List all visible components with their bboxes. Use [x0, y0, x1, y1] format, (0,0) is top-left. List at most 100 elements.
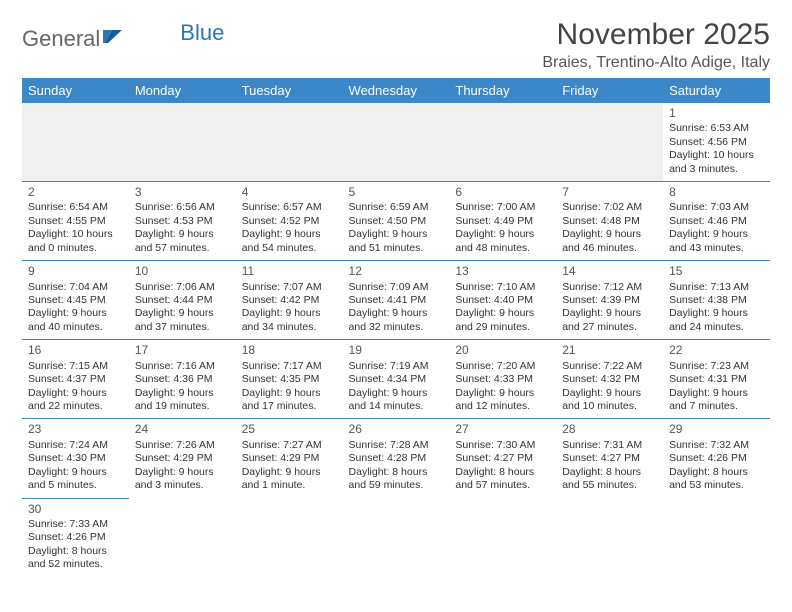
- day-number: 8: [669, 185, 764, 200]
- sunrise-line: Sunrise: 7:06 AM: [135, 281, 230, 294]
- sunset-line: Sunset: 4:41 PM: [349, 294, 444, 307]
- daylight-line-2: and 40 minutes.: [28, 321, 123, 334]
- day-number: 23: [28, 422, 123, 437]
- daylight-line-2: and 27 minutes.: [562, 321, 657, 334]
- daylight-line-2: and 12 minutes.: [455, 400, 550, 413]
- calendar-cell: 8Sunrise: 7:03 AMSunset: 4:46 PMDaylight…: [663, 182, 770, 261]
- title-block: November 2025 Braies, Trentino-Alto Adig…: [542, 18, 770, 72]
- logo-text-general: General: [22, 26, 100, 52]
- sunset-line: Sunset: 4:30 PM: [28, 452, 123, 465]
- day-header: Tuesday: [236, 78, 343, 103]
- day-number: 13: [455, 264, 550, 279]
- sunset-line: Sunset: 4:33 PM: [455, 373, 550, 386]
- day-number: 16: [28, 343, 123, 358]
- day-number: 18: [242, 343, 337, 358]
- calendar-cell: 19Sunrise: 7:19 AMSunset: 4:34 PMDayligh…: [343, 340, 450, 419]
- daylight-line-2: and 17 minutes.: [242, 400, 337, 413]
- sunset-line: Sunset: 4:44 PM: [135, 294, 230, 307]
- daylight-line-2: and 22 minutes.: [28, 400, 123, 413]
- daylight-line-2: and 29 minutes.: [455, 321, 550, 334]
- sunrise-line: Sunrise: 7:03 AM: [669, 201, 764, 214]
- sunset-line: Sunset: 4:45 PM: [28, 294, 123, 307]
- day-number: 3: [135, 185, 230, 200]
- sunrise-line: Sunrise: 7:10 AM: [455, 281, 550, 294]
- day-number: 5: [349, 185, 444, 200]
- calendar-cell: 1Sunrise: 6:53 AMSunset: 4:56 PMDaylight…: [663, 103, 770, 182]
- daylight-line-2: and 37 minutes.: [135, 321, 230, 334]
- day-number: 25: [242, 422, 337, 437]
- daylight-line-1: Daylight: 9 hours: [669, 228, 764, 241]
- day-number: 9: [28, 264, 123, 279]
- sunset-line: Sunset: 4:26 PM: [669, 452, 764, 465]
- sunrise-line: Sunrise: 6:54 AM: [28, 201, 123, 214]
- daylight-line-1: Daylight: 9 hours: [135, 307, 230, 320]
- day-header: Monday: [129, 78, 236, 103]
- calendar-cell: 30Sunrise: 7:33 AMSunset: 4:26 PMDayligh…: [22, 498, 129, 577]
- sunrise-line: Sunrise: 7:23 AM: [669, 360, 764, 373]
- sunset-line: Sunset: 4:40 PM: [455, 294, 550, 307]
- day-number: 20: [455, 343, 550, 358]
- day-number: 15: [669, 264, 764, 279]
- daylight-line-1: Daylight: 10 hours: [28, 228, 123, 241]
- calendar-cell: 21Sunrise: 7:22 AMSunset: 4:32 PMDayligh…: [556, 340, 663, 419]
- calendar-cell: 11 Sunrise: 7:07 AMSunset: 4:42 PMDayligh…: [236, 261, 343, 340]
- sunrise-line: Sunrise: 7:09 AM: [349, 281, 444, 294]
- daylight-line-2: and 32 minutes.: [349, 321, 444, 334]
- day-number: 21: [562, 343, 657, 358]
- calendar-cell: [236, 103, 343, 182]
- daylight-line-1: Daylight: 9 hours: [349, 228, 444, 241]
- daylight-line-1: Daylight: 9 hours: [349, 307, 444, 320]
- sunrise-line: Sunrise: 7:30 AM: [455, 439, 550, 452]
- sunrise-line: Sunrise: 7:27 AM: [242, 439, 337, 452]
- sunrise-line: Sunrise: 6:57 AM: [242, 201, 337, 214]
- day-number: 30: [28, 502, 123, 517]
- day-number: 17: [135, 343, 230, 358]
- daylight-line-2: and 52 minutes.: [28, 558, 123, 571]
- day-number: 6: [455, 185, 550, 200]
- day-number: 22: [669, 343, 764, 358]
- calendar-cell: 17Sunrise: 7:16 AMSunset: 4:36 PMDayligh…: [129, 340, 236, 419]
- logo-text-blue: Blue: [180, 20, 224, 46]
- sunrise-line: Sunrise: 7:26 AM: [135, 439, 230, 452]
- sunset-line: Sunset: 4:39 PM: [562, 294, 657, 307]
- daylight-line-2: and 0 minutes.: [28, 242, 123, 255]
- header: General Blue November 2025 Braies, Trent…: [22, 18, 770, 72]
- calendar-cell: 27Sunrise: 7:30 AMSunset: 4:27 PMDayligh…: [449, 419, 556, 498]
- daylight-line-2: and 34 minutes.: [242, 321, 337, 334]
- calendar-cell: 13Sunrise: 7:10 AMSunset: 4:40 PMDayligh…: [449, 261, 556, 340]
- day-number: 11: [242, 264, 337, 279]
- calendar-cell: 22Sunrise: 7:23 AMSunset: 4:31 PMDayligh…: [663, 340, 770, 419]
- day-header: Sunday: [22, 78, 129, 103]
- daylight-line-1: Daylight: 9 hours: [28, 387, 123, 400]
- day-header: Wednesday: [343, 78, 450, 103]
- daylight-line-2: and 1 minute.: [242, 479, 337, 492]
- sunset-line: Sunset: 4:53 PM: [135, 215, 230, 228]
- calendar-cell: 29Sunrise: 7:32 AMSunset: 4:26 PMDayligh…: [663, 419, 770, 498]
- sunset-line: Sunset: 4:42 PM: [242, 294, 337, 307]
- calendar-week: 30Sunrise: 7:33 AMSunset: 4:26 PMDayligh…: [22, 498, 770, 577]
- calendar-cell: [129, 498, 236, 577]
- calendar-table: SundayMondayTuesdayWednesdayThursdayFrid…: [22, 78, 770, 577]
- daylight-line-2: and 14 minutes.: [349, 400, 444, 413]
- day-number: 2: [28, 185, 123, 200]
- calendar-cell: [449, 498, 556, 577]
- day-number: 14: [562, 264, 657, 279]
- day-number: 27: [455, 422, 550, 437]
- calendar-cell: 15Sunrise: 7:13 AMSunset: 4:38 PMDayligh…: [663, 261, 770, 340]
- sunrise-line: Sunrise: 7:04 AM: [28, 281, 123, 294]
- sunrise-line: Sunrise: 7:20 AM: [455, 360, 550, 373]
- sunset-line: Sunset: 4:37 PM: [28, 373, 123, 386]
- daylight-line-2: and 59 minutes.: [349, 479, 444, 492]
- sunset-line: Sunset: 4:50 PM: [349, 215, 444, 228]
- calendar-cell: [449, 103, 556, 182]
- daylight-line-1: Daylight: 9 hours: [242, 307, 337, 320]
- sunset-line: Sunset: 4:26 PM: [28, 531, 123, 544]
- daylight-line-1: Daylight: 9 hours: [669, 387, 764, 400]
- sunset-line: Sunset: 4:36 PM: [135, 373, 230, 386]
- sunrise-line: Sunrise: 7:02 AM: [562, 201, 657, 214]
- sunrise-line: Sunrise: 7:07 AM: [242, 281, 337, 294]
- sunrise-line: Sunrise: 7:12 AM: [562, 281, 657, 294]
- calendar-cell: [663, 498, 770, 577]
- daylight-line-2: and 7 minutes.: [669, 400, 764, 413]
- daylight-line-2: and 55 minutes.: [562, 479, 657, 492]
